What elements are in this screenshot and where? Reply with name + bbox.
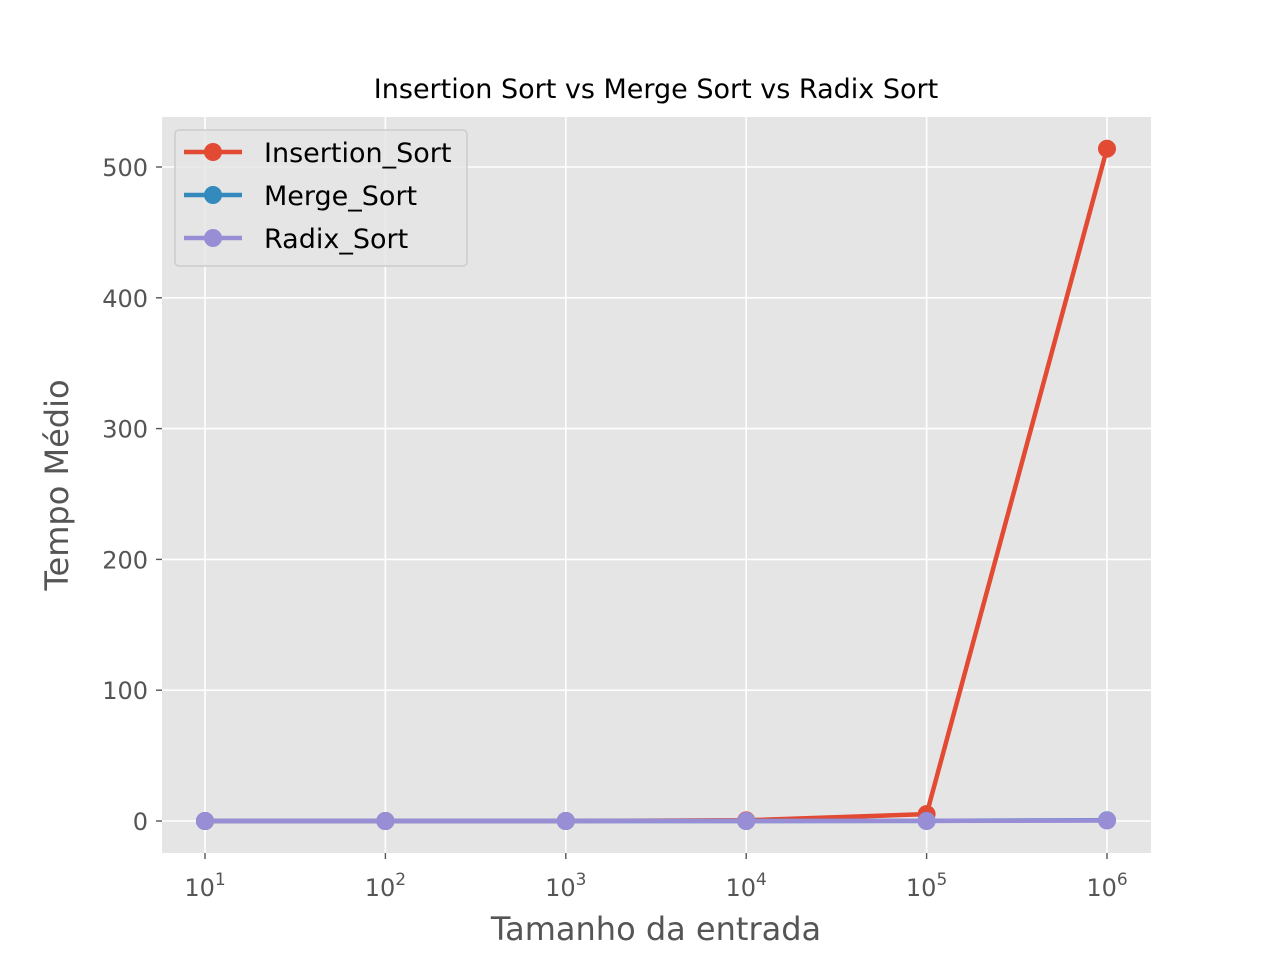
- x-tick-label: 102: [365, 870, 406, 902]
- legend-label-insertion-sort: Insertion_Sort: [264, 138, 451, 169]
- legend-marker-radix-sort: [204, 229, 222, 247]
- data-point-radix-sort: [917, 811, 936, 830]
- legend-box: [174, 129, 468, 267]
- legend-marker-merge-sort: [204, 186, 222, 204]
- y-tick-label: 300: [102, 416, 148, 444]
- data-point-radix-sort: [196, 812, 214, 830]
- data-point-insertion-sort: [1098, 139, 1116, 158]
- x-ticks: 101 102 103 104 105 106: [184, 853, 1128, 902]
- series-group: [196, 139, 1116, 830]
- x-tick-label: 103: [545, 870, 586, 902]
- legend-label-merge-sort: Merge_Sort: [264, 181, 417, 212]
- x-tick-label: 101: [184, 870, 225, 902]
- legend-label-radix-sort: Radix_Sort: [264, 224, 408, 255]
- x-axis-label: Tamanho da entrada: [490, 910, 821, 948]
- legend-marker-insertion-sort: [204, 143, 222, 161]
- y-axis-label: Tempo Médio: [38, 379, 76, 591]
- y-tick-label: 0: [133, 808, 148, 836]
- data-point-radix-sort: [376, 812, 395, 830]
- data-point-radix-sort: [556, 812, 575, 830]
- series-line-radix-sort: [205, 818, 1108, 824]
- data-point-radix-sort: [1098, 811, 1116, 830]
- chart-title: Insertion Sort vs Merge Sort vs Radix So…: [374, 74, 938, 105]
- x-tick-label: 106: [1086, 870, 1127, 902]
- x-tick-label: 104: [726, 870, 767, 902]
- legend: Insertion_Sort Merge_Sort Radix_Sort: [174, 129, 468, 267]
- grid: [162, 117, 1151, 853]
- y-tick-label: 200: [102, 546, 148, 574]
- y-tick-label: 400: [102, 285, 148, 313]
- x-tick-label: 105: [906, 870, 947, 902]
- y-tick-label: 100: [102, 677, 148, 705]
- data-point-radix-sort: [737, 812, 756, 830]
- y-ticks: 0 100 200 300 400 500: [102, 154, 162, 836]
- y-tick-label: 500: [102, 154, 148, 182]
